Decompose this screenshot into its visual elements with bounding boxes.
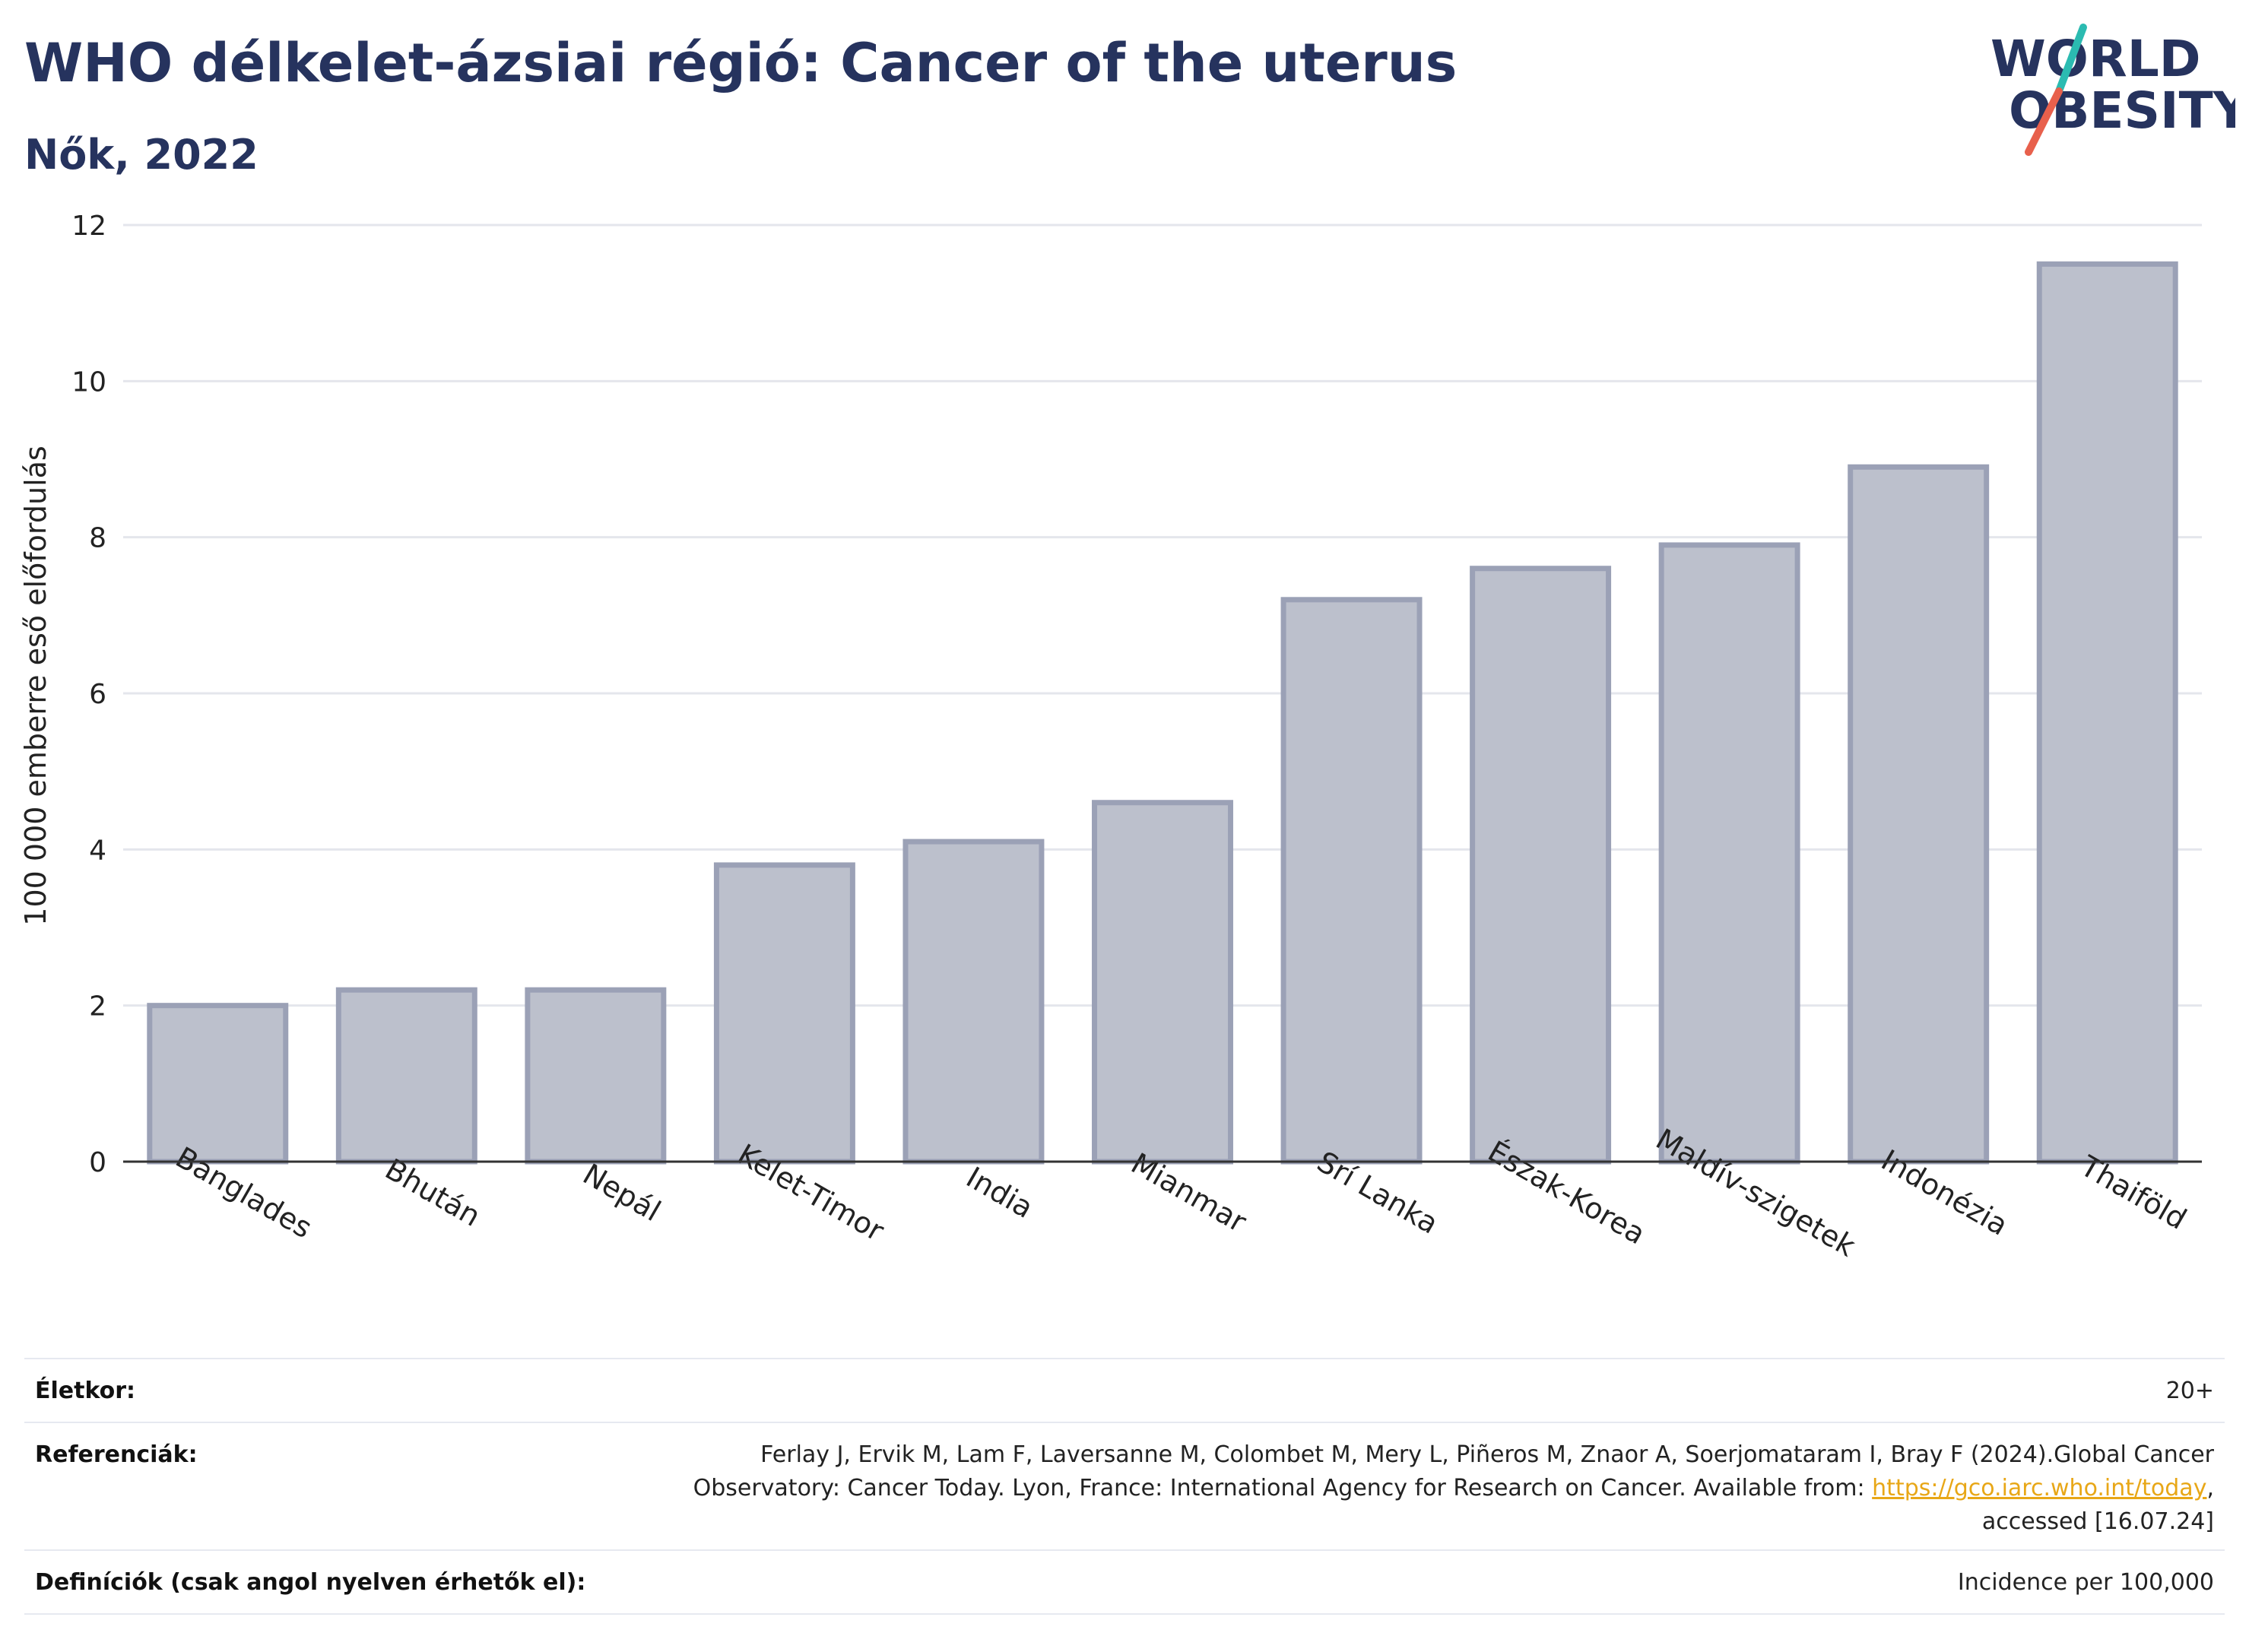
bars — [147, 261, 2178, 1165]
y-axis-ticks: 0 2 4 6 8 10 12 — [71, 211, 106, 1178]
y-tick-label: 4 — [89, 835, 106, 866]
y-tick-label: 10 — [71, 366, 106, 398]
references-link[interactable]: https://gco.iarc.who.int/today — [1872, 1475, 2207, 1501]
page-title: WHO délkelet-ázsiai régió: Cancer of the… — [24, 32, 1458, 94]
y-tick-label: 12 — [71, 211, 106, 242]
references-label: Referenciák: — [35, 1441, 198, 1468]
y-tick-label: 0 — [89, 1147, 106, 1178]
references-line-1: Ferlay J, Ervik M, Lam F, Laversanne M, … — [760, 1441, 2214, 1468]
logo-text-world: WORLD — [1990, 30, 2201, 88]
bar — [1470, 566, 1612, 1165]
info-divider — [24, 1422, 2225, 1423]
definitions-label: Definíciók (csak angol nyelven érhetők e… — [35, 1569, 586, 1596]
page-subtitle: Nők, 2022 — [24, 131, 259, 179]
references-line-2-text: Observatory: Cancer Today. Lyon, France:… — [693, 1475, 1873, 1501]
age-row: Életkor: 20+ — [24, 1359, 2225, 1422]
y-tick-label: 6 — [89, 679, 106, 710]
x-tick-label: Bhután — [379, 1153, 486, 1233]
y-tick-label: 2 — [89, 991, 106, 1023]
info-divider — [24, 1358, 2225, 1359]
references-text: Ferlay J, Ervik M, Lam F, Laversanne M, … — [693, 1438, 2214, 1539]
bar — [902, 839, 1045, 1165]
x-tick-label: Nepál — [577, 1157, 666, 1228]
info-divider — [24, 1549, 2225, 1551]
bar — [1280, 597, 1423, 1165]
references-line-2-suffix: , — [2206, 1475, 2214, 1501]
references-line-2: Observatory: Cancer Today. Lyon, France:… — [693, 1472, 2214, 1505]
bar — [525, 987, 667, 1165]
age-value: 20+ — [2165, 1378, 2214, 1404]
bar — [1848, 464, 1990, 1165]
y-tick-label: 8 — [89, 523, 106, 554]
logo-slash-bottom — [2025, 87, 2063, 156]
bar — [1092, 800, 1233, 1165]
bar — [1658, 542, 1800, 1165]
age-label: Életkor: — [35, 1378, 136, 1404]
references-line-3: accessed [16.07.24] — [1981, 1508, 2214, 1535]
y-axis-label: 100 000 emberre eső előfordulás — [19, 446, 52, 925]
x-tick-label: India — [961, 1160, 1039, 1225]
definitions-value: Incidence per 100,000 — [1957, 1569, 2214, 1596]
references-row: Referenciák: Ferlay J, Ervik M, Lam F, L… — [24, 1423, 2225, 1549]
logo-slash-top — [2055, 24, 2087, 95]
bar — [147, 1003, 289, 1165]
bar — [335, 987, 477, 1165]
bar — [2036, 261, 2178, 1165]
world-obesity-logo: WORLD OBESITY — [1990, 24, 2235, 156]
definitions-row: Definíciók (csak angol nyelven érhetők e… — [24, 1551, 2225, 1613]
info-divider — [24, 1613, 2225, 1615]
bar — [713, 862, 855, 1165]
